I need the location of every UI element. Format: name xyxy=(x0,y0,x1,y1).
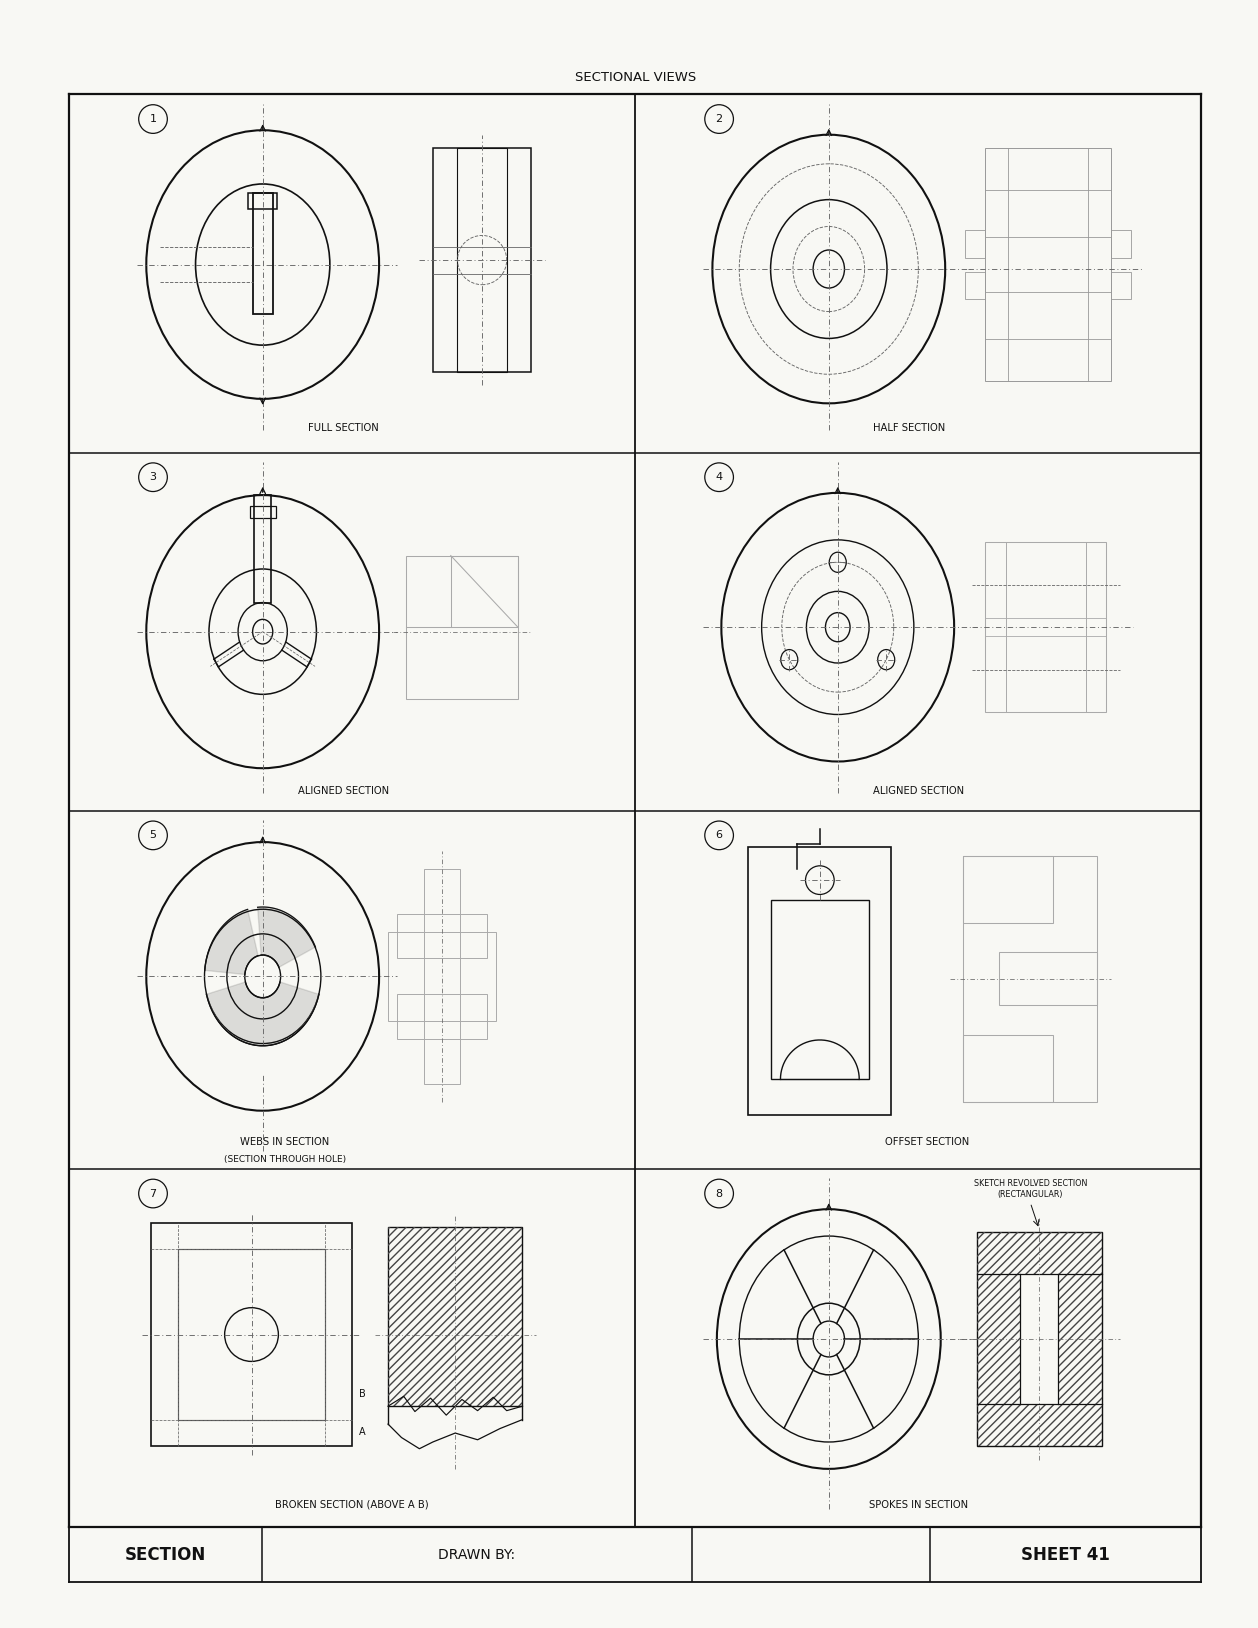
Text: SPOKES IN SECTION: SPOKES IN SECTION xyxy=(869,1499,967,1509)
Text: B: B xyxy=(359,1389,366,1398)
Bar xyxy=(965,272,985,300)
Bar xyxy=(976,1275,1020,1403)
Text: 3: 3 xyxy=(150,472,156,482)
Text: SECTION: SECTION xyxy=(125,1545,206,1565)
Bar xyxy=(1111,272,1131,300)
Text: SHEET 41: SHEET 41 xyxy=(1021,1545,1110,1565)
Text: A: A xyxy=(359,1428,366,1438)
Bar xyxy=(398,913,487,959)
Bar xyxy=(964,856,1097,1102)
Bar xyxy=(398,995,487,1039)
Text: ALIGNED SECTION: ALIGNED SECTION xyxy=(298,786,389,796)
Bar xyxy=(749,847,892,1115)
Polygon shape xyxy=(206,982,320,1045)
Bar xyxy=(999,952,1097,1006)
Text: OFFSET SECTION: OFFSET SECTION xyxy=(886,1136,970,1148)
Bar xyxy=(1058,1275,1102,1403)
Text: BROKEN SECTION (ABOVE A B): BROKEN SECTION (ABOVE A B) xyxy=(276,1499,429,1509)
Text: 4: 4 xyxy=(716,472,722,482)
Bar xyxy=(248,192,277,208)
Bar xyxy=(458,148,507,373)
Bar xyxy=(387,1228,522,1407)
Bar xyxy=(976,1232,1102,1275)
Polygon shape xyxy=(258,907,316,967)
Text: 2: 2 xyxy=(716,114,722,124)
Bar xyxy=(406,555,518,698)
Polygon shape xyxy=(205,910,258,975)
Text: (SECTION THROUGH HOLE): (SECTION THROUGH HOLE) xyxy=(224,1156,346,1164)
Text: 8: 8 xyxy=(716,1188,722,1198)
Polygon shape xyxy=(206,995,320,1074)
Text: ALIGNED SECTION: ALIGNED SECTION xyxy=(873,786,964,796)
Text: DRAWN BY:: DRAWN BY: xyxy=(438,1548,516,1561)
Bar xyxy=(177,1250,326,1420)
Bar xyxy=(387,931,496,1021)
Bar xyxy=(985,542,1106,713)
Bar xyxy=(387,1228,522,1407)
Text: SKETCH REVOLVED SECTION
(RECTANGULAR): SKETCH REVOLVED SECTION (RECTANGULAR) xyxy=(974,1179,1087,1198)
Bar xyxy=(254,495,272,602)
Text: HALF SECTION: HALF SECTION xyxy=(873,423,946,433)
Text: 6: 6 xyxy=(716,830,722,840)
Bar xyxy=(250,506,276,518)
Bar xyxy=(985,148,1111,381)
Text: 5: 5 xyxy=(150,830,156,840)
Bar xyxy=(964,1035,1053,1102)
Text: 1: 1 xyxy=(150,114,156,124)
Bar xyxy=(965,230,985,257)
Bar xyxy=(1111,230,1131,257)
Bar xyxy=(253,192,273,314)
Text: 7: 7 xyxy=(150,1188,156,1198)
Bar xyxy=(976,1403,1102,1447)
Bar xyxy=(976,1231,1102,1447)
Text: WEBS IN SECTION: WEBS IN SECTION xyxy=(240,1136,330,1148)
Bar xyxy=(1005,542,1086,713)
Bar xyxy=(771,900,869,1079)
Bar xyxy=(151,1223,352,1447)
Text: FULL SECTION: FULL SECTION xyxy=(308,423,379,433)
Text: SECTIONAL VIEWS: SECTIONAL VIEWS xyxy=(575,72,696,83)
Bar xyxy=(964,856,1053,923)
Bar xyxy=(424,869,459,1084)
Bar xyxy=(450,555,518,627)
Bar xyxy=(433,148,531,373)
